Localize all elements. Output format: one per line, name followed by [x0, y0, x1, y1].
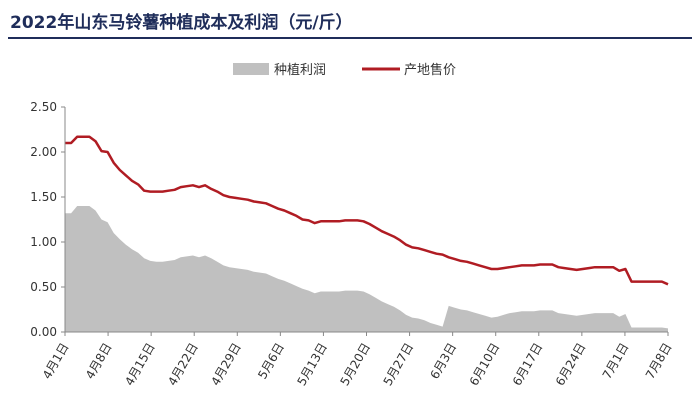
y-tick-label: 1.50 [30, 190, 57, 204]
x-tick-label: 7月8日 [643, 341, 675, 382]
x-tick-label: 5月6日 [255, 341, 287, 382]
y-tick-label: 0.00 [30, 325, 57, 339]
x-tick-label: 7月1日 [600, 341, 632, 382]
legend-swatch-profit [233, 63, 269, 75]
y-tick-label: 1.00 [30, 235, 57, 249]
y-axis: 0.00 0.50 1.00 1.50 2.00 2.50 [30, 100, 66, 339]
x-tick-label: 5月20日 [338, 341, 374, 389]
x-tick-label: 6月17日 [510, 341, 546, 389]
y-tick-label: 2.50 [30, 100, 57, 114]
y-tick-label: 0.50 [30, 280, 57, 294]
series-area-profit [65, 206, 668, 332]
x-tick-label: 6月3日 [427, 341, 459, 382]
x-tick-label: 5月27日 [381, 341, 417, 389]
legend-label-profit: 种植利润 [274, 63, 326, 78]
x-tick-label: 6月10日 [467, 341, 503, 389]
x-tick-label: 4月15日 [122, 341, 158, 389]
chart-title: 2022年山东马铃薯种植成本及利润（元/斤） [10, 13, 353, 33]
x-axis: 4月1日 4月8日 4月15日 4月22日 4月29日 5月6日 5月13日 5月20日 5月2… [40, 331, 675, 389]
x-tick-label: 4月22日 [165, 341, 201, 389]
legend-label-price: 产地售价 [404, 62, 456, 78]
title-underline [8, 37, 692, 39]
x-tick-label: 6月24日 [553, 341, 589, 389]
plot-area [65, 135, 669, 332]
x-tick-label: 4月29日 [208, 341, 244, 389]
series-line-price [65, 135, 669, 286]
x-tick-label: 5月13日 [294, 341, 330, 389]
y-tick-label: 2.00 [30, 145, 57, 159]
x-tick-label: 4月1日 [40, 341, 72, 382]
x-tick-label: 4月8日 [83, 341, 115, 382]
legend: 种植利润 产地售价 [233, 62, 456, 78]
